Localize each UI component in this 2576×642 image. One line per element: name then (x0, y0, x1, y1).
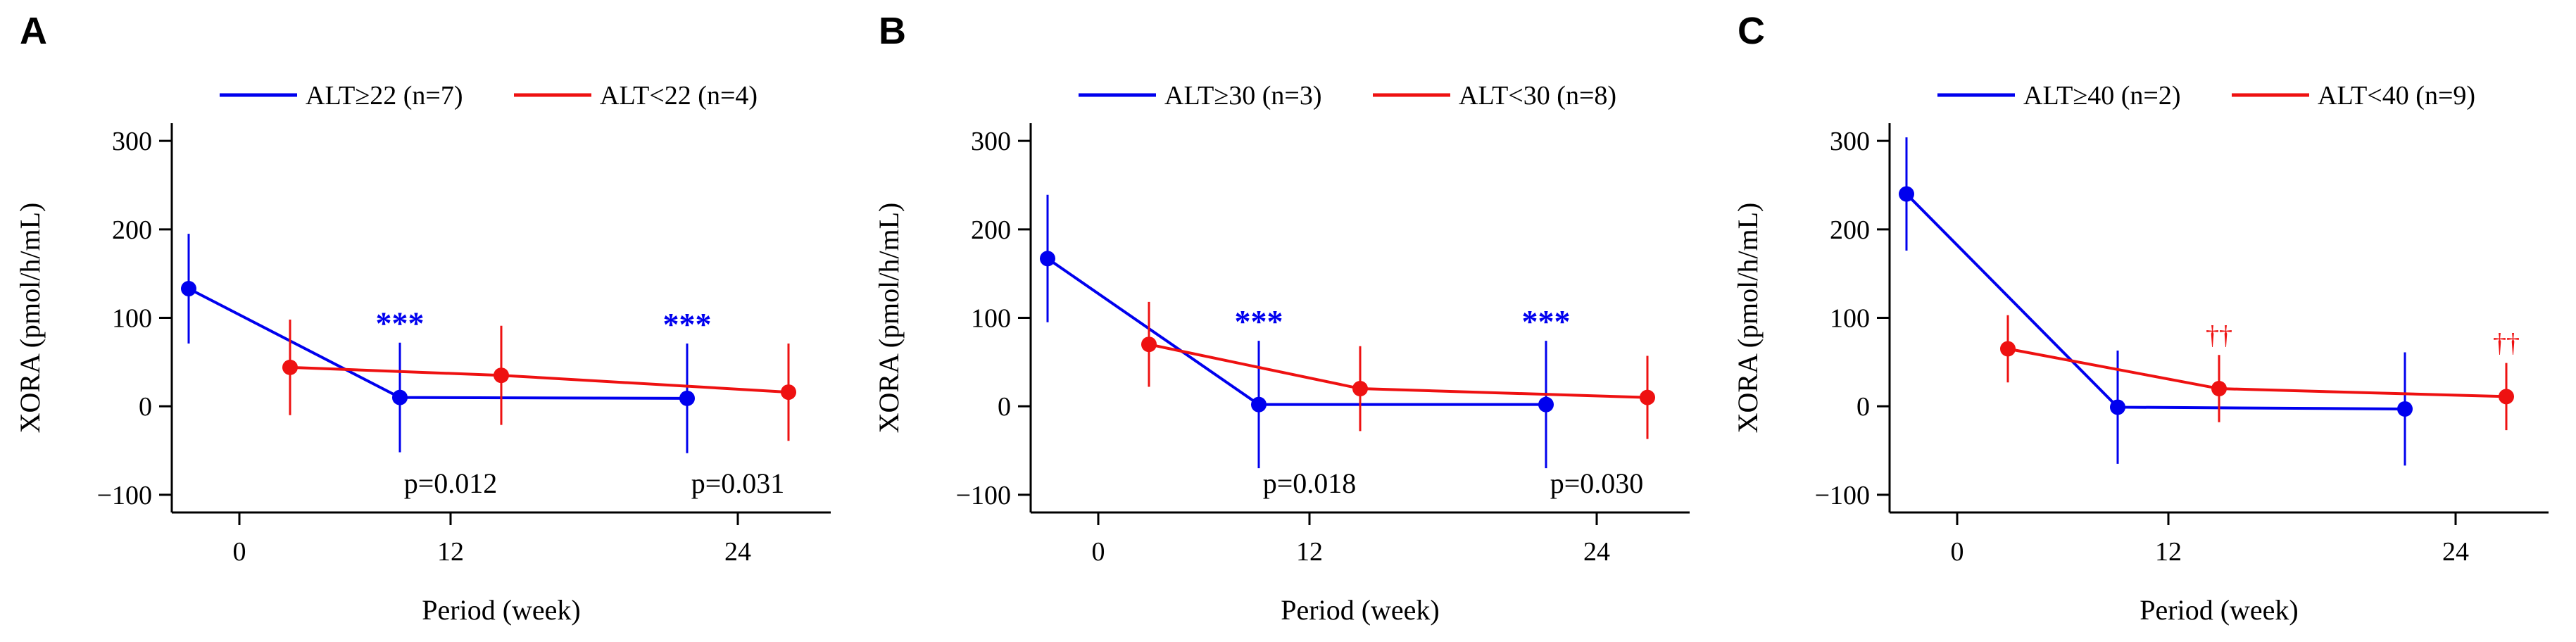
x-axis-title: Period (week) (1281, 594, 1439, 626)
x-tick-label: 0 (233, 537, 246, 567)
panel-letter: C (1738, 10, 1765, 52)
x-tick-label: 24 (2442, 537, 2469, 567)
legend-label-0: ALT≥40 (n=2) (2023, 81, 2180, 111)
p-value-label: p=0.012 (404, 467, 498, 499)
data-point (2110, 399, 2125, 415)
data-point (781, 384, 796, 401)
p-value-label: p=0.018 (1263, 467, 1357, 499)
y-tick-label: −100 (956, 481, 1011, 510)
significance-mark: *** (663, 306, 712, 342)
x-tick-label: 12 (437, 537, 464, 567)
y-tick-label: 100 (971, 304, 1011, 334)
y-tick-label: 0 (139, 392, 152, 422)
x-tick-label: 24 (1583, 537, 1610, 567)
panel-letter: B (879, 10, 906, 52)
x-tick-label: 12 (2155, 537, 2182, 567)
legend-label-1: ALT<22 (n=4) (600, 81, 758, 111)
y-tick-label: 100 (112, 304, 152, 334)
y-tick-label: −100 (97, 481, 152, 510)
y-tick-label: 300 (112, 127, 152, 156)
y-tick-label: 0 (1856, 392, 1870, 422)
data-point (494, 367, 509, 384)
series-line-1 (1148, 343, 1648, 399)
y-tick-label: 300 (971, 127, 1011, 156)
x-tick-label: 0 (1092, 537, 1105, 567)
p-value-label: p=0.030 (1550, 467, 1644, 499)
significance-mark: †† (2493, 329, 2520, 358)
y-tick-label: 200 (112, 215, 152, 245)
significance-mark: *** (376, 306, 425, 341)
chart-panel-a: A ALT≥22 (n=7) ALT<22 (n=4) −100 0 100 200 300 0… (14, 10, 831, 626)
legend-label-1: ALT<40 (n=9) (2318, 81, 2475, 111)
x-axis-title: Period (week) (422, 594, 580, 626)
data-point (1899, 186, 1914, 202)
data-point (1538, 396, 1554, 413)
data-point (282, 359, 298, 375)
data-point (1640, 389, 1655, 405)
data-point (1251, 396, 1267, 413)
y-tick-label: 200 (1830, 215, 1870, 245)
data-point (2211, 381, 2227, 397)
significance-mark: *** (1235, 303, 1283, 339)
y-tick-label: 0 (998, 392, 1011, 422)
y-tick-label: 300 (1830, 127, 1870, 156)
x-tick-label: 0 (1951, 537, 1964, 567)
data-point (2499, 389, 2514, 405)
legend-label-1: ALT<30 (n=8) (1459, 81, 1616, 111)
data-point (2397, 401, 2413, 417)
y-axis-title: XORA (pmol/h/mL) (873, 203, 905, 434)
panel-letter: A (20, 10, 47, 52)
legend-label-0: ALT≥30 (n=3) (1164, 81, 1321, 111)
chart-panel-c: C ALT≥40 (n=2) ALT<40 (n=9) −100 0 100 200 300 0… (1732, 10, 2549, 626)
x-tick-label: 12 (1296, 537, 1323, 567)
significance-mark: *** (1522, 303, 1571, 339)
series-line-0 (1046, 257, 1546, 406)
significance-mark: †† (2206, 320, 2232, 350)
legend-label-0: ALT≥22 (n=7) (306, 81, 463, 111)
data-point (679, 390, 695, 406)
y-axis-title: XORA (pmol/h/mL) (14, 203, 46, 434)
chart-panel-b: B ALT≥30 (n=3) ALT<30 (n=8) −100 0 100 200 300 0… (873, 10, 1690, 626)
data-point (181, 281, 196, 297)
x-axis-title: Period (week) (2140, 594, 2298, 626)
data-point (1040, 251, 1055, 267)
y-tick-label: −100 (1815, 481, 1870, 510)
data-point (1352, 381, 1368, 397)
data-point (1141, 336, 1157, 353)
x-tick-label: 24 (724, 537, 751, 567)
p-value-label: p=0.031 (691, 467, 785, 499)
y-axis-title: XORA (pmol/h/mL) (1732, 203, 1764, 434)
data-point (2000, 341, 2016, 357)
y-tick-label: 100 (1830, 304, 1870, 334)
data-point (392, 389, 408, 405)
y-tick-label: 200 (971, 215, 1011, 245)
